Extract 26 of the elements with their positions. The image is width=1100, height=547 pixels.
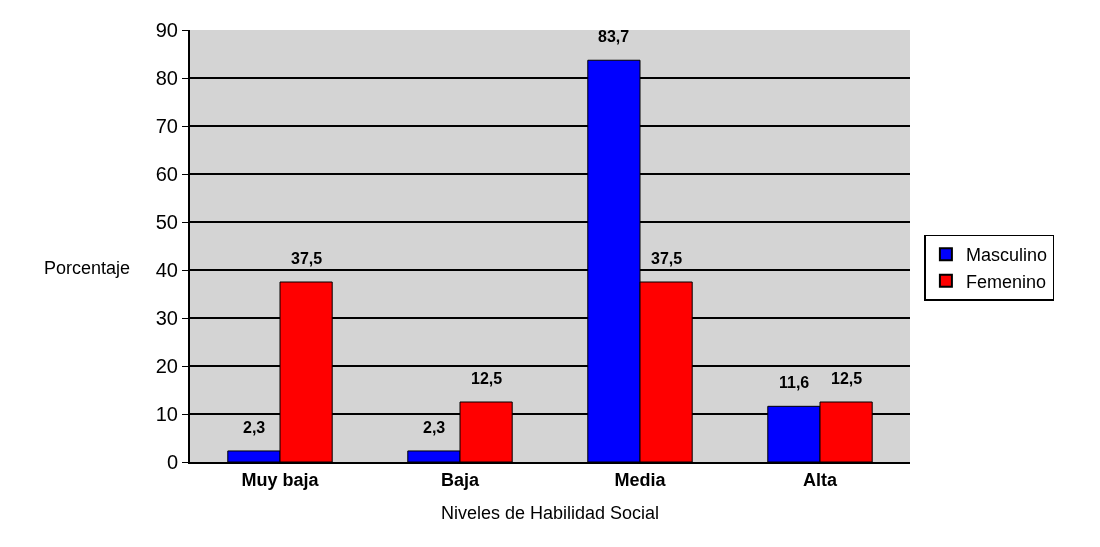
data-label: 2,3: [243, 419, 266, 436]
y-tick-label: 10: [155, 403, 178, 425]
y-tick-label: 20: [155, 355, 178, 377]
y-tick-label: 90: [155, 19, 178, 41]
data-label: 11,6: [779, 374, 810, 391]
y-tick-label: 50: [155, 211, 178, 233]
x-tick-label: Alta: [802, 469, 838, 490]
legend-label: Femenino: [965, 271, 1046, 292]
y-tick-label: 60: [155, 163, 178, 185]
data-label: 12,5: [831, 370, 863, 387]
x-tick-label: Baja: [440, 469, 480, 490]
x-tick-label: Muy baja: [241, 469, 320, 490]
data-label: 2,3: [423, 419, 446, 436]
data-label: 37,5: [291, 250, 323, 267]
x-tick-label: Media: [614, 469, 667, 490]
legend-label: Masculino: [965, 245, 1047, 266]
y-tick-label: 0: [166, 451, 178, 473]
data-label: 83,7: [598, 28, 630, 45]
y-tick-label: 80: [155, 67, 178, 89]
data-label: 37,5: [651, 250, 683, 267]
y-axis-title: Porcentaje: [44, 258, 131, 278]
x-axis-title: Niveles de Habilidad Social: [440, 503, 660, 524]
y-tick-label: 70: [155, 115, 178, 137]
data-label: 12,5: [471, 370, 503, 387]
y-tick-label: 40: [155, 259, 178, 281]
y-tick-label: 30: [155, 307, 178, 329]
